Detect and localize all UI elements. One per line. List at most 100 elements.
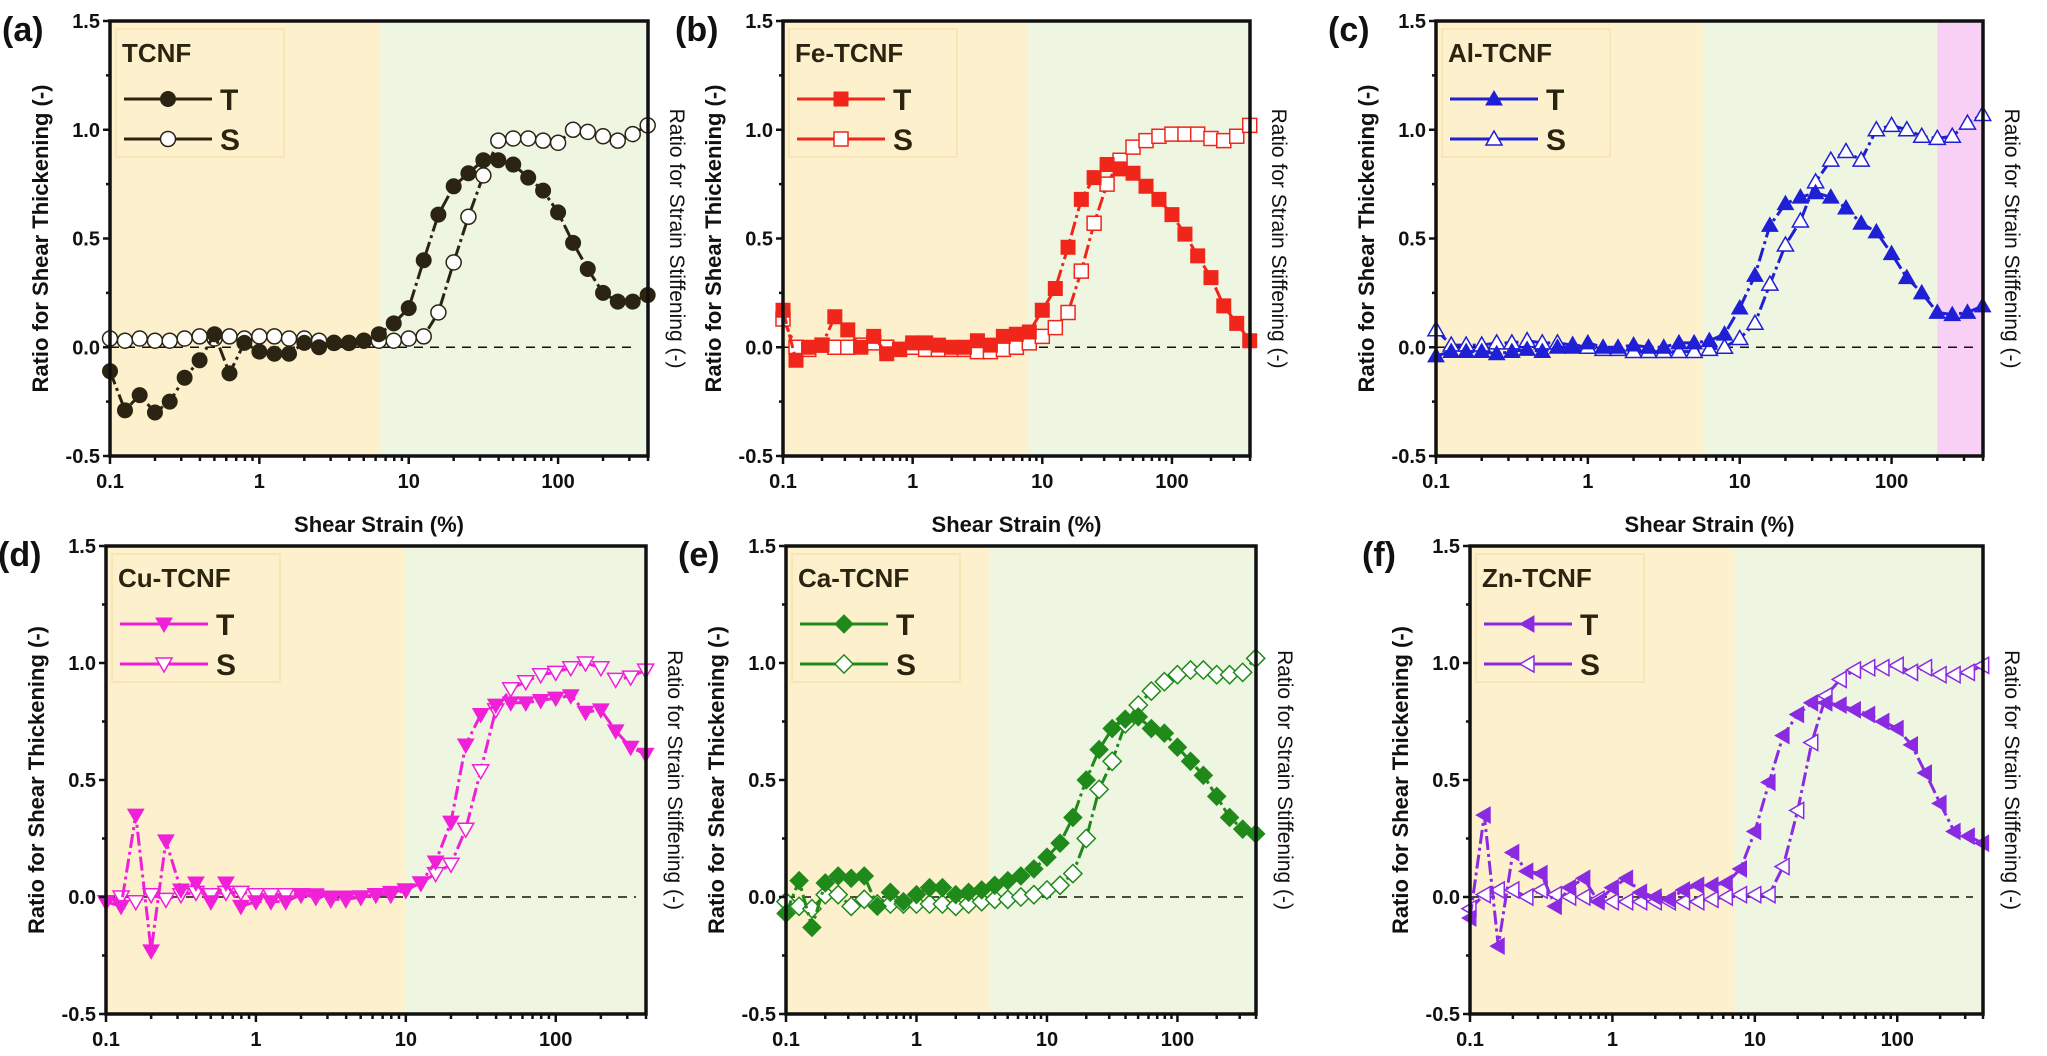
data-point-T [609,293,626,310]
data-point-T [355,332,372,349]
data-point-T [621,740,640,757]
y-tick-label: 0.0 [748,887,776,909]
data-point-T [531,693,550,710]
y-tick-label: 0.5 [68,770,96,792]
data-point-T [370,326,387,343]
data-point-T [1931,794,1947,813]
data-point-S [1882,115,1901,133]
data-point-T [1177,226,1193,242]
data-point-S [460,208,477,225]
data-point-S [564,121,582,138]
data-point-T [801,339,817,355]
data-point-S [1788,801,1805,820]
y-tick-label: 1.0 [1432,653,1460,675]
data-point-S [191,328,208,345]
data-point-T [1715,325,1734,341]
data-point-S [1088,779,1110,800]
legend-item-S: S [124,124,240,157]
data-point-S [606,672,626,689]
data-point-T [157,834,175,850]
data-point-T [1730,299,1749,315]
data-point-T [815,873,836,893]
data-point-S [841,896,862,917]
data-point-T [944,339,960,355]
data-point-T [1442,342,1461,359]
data-point-T [1916,764,1932,782]
data-point-T [1457,342,1476,359]
data-point-T [1112,161,1128,177]
data-point-T [191,352,208,369]
data-point-T [1912,283,1931,300]
legend-marker-T [160,91,176,107]
data-point-T [1563,338,1582,354]
legend: Ca-TCNF TS [791,553,961,683]
data-point-T [905,335,921,351]
panel-label: (b) [675,11,718,49]
x-tick-label: 10 [1031,471,1053,493]
legend-marker-T [834,614,854,634]
data-point-S [1802,733,1819,752]
data-point-T [266,345,283,362]
data-point-T [321,890,340,907]
data-point-S [441,857,461,874]
legend-label: S [1580,649,1600,682]
data-point-S [1086,215,1102,232]
legend-marker-S [1484,129,1504,146]
legend-label: S [1546,124,1566,157]
y-tick-label: 0.0 [68,887,96,909]
data-point-S [1867,120,1886,137]
data-point-T [1685,333,1704,350]
data-point-T [442,815,460,832]
y-tick-label: -0.5 [742,1004,776,1026]
data-point-S [1851,150,1871,167]
data-point-T [1945,822,1961,841]
data-point-S [430,304,447,321]
data-point-S [1151,128,1167,145]
legend-label: T [1546,84,1564,117]
data-point-T [867,896,888,917]
data-point-S [1545,885,1563,905]
data-point-T [1746,266,1764,282]
y-tick-label: 1.0 [72,120,100,142]
data-point-T [840,322,856,338]
data-point-T [1503,843,1520,862]
data-point-T [1487,344,1506,361]
data-point-T [1475,806,1491,825]
data-point-T [520,169,537,186]
y-tick-label: 1.0 [1398,120,1426,142]
data-point-T [381,885,400,902]
y-tick-label: 1.5 [72,11,100,33]
y-tick-label: 1.5 [748,536,776,558]
legend-label: T [896,609,914,642]
legend-label: T [1580,609,1598,642]
data-point-T [1859,705,1876,724]
data-point-T [1928,303,1947,319]
data-point-T [516,696,535,712]
legend-title: Cu-TCNF [118,563,231,593]
x-tick-label: 1 [911,1029,922,1051]
legend: Zn-TCNF TS [1475,553,1645,683]
legend-item-T: T [124,84,238,117]
data-point-T [490,152,507,169]
data-point-T [1760,216,1779,232]
data-point-S [156,892,176,909]
x-tick-label: 10 [395,1029,417,1051]
data-point-T [546,691,565,708]
data-point-S [1216,132,1232,149]
data-point-S [1138,132,1154,149]
data-point-T [1073,191,1089,207]
legend: Cu-TCNF TS [111,553,281,683]
data-point-T [415,252,432,269]
data-point-S [490,132,507,149]
data-point-T [236,334,253,351]
data-point-S [1125,139,1141,155]
data-point-T [956,339,972,355]
data-point-T [1902,735,1918,754]
data-point-T [1745,822,1762,841]
data-point-T [1888,719,1904,738]
data-point-S [176,330,193,347]
data-point-S [1700,339,1719,357]
data-point-T [1548,338,1567,354]
